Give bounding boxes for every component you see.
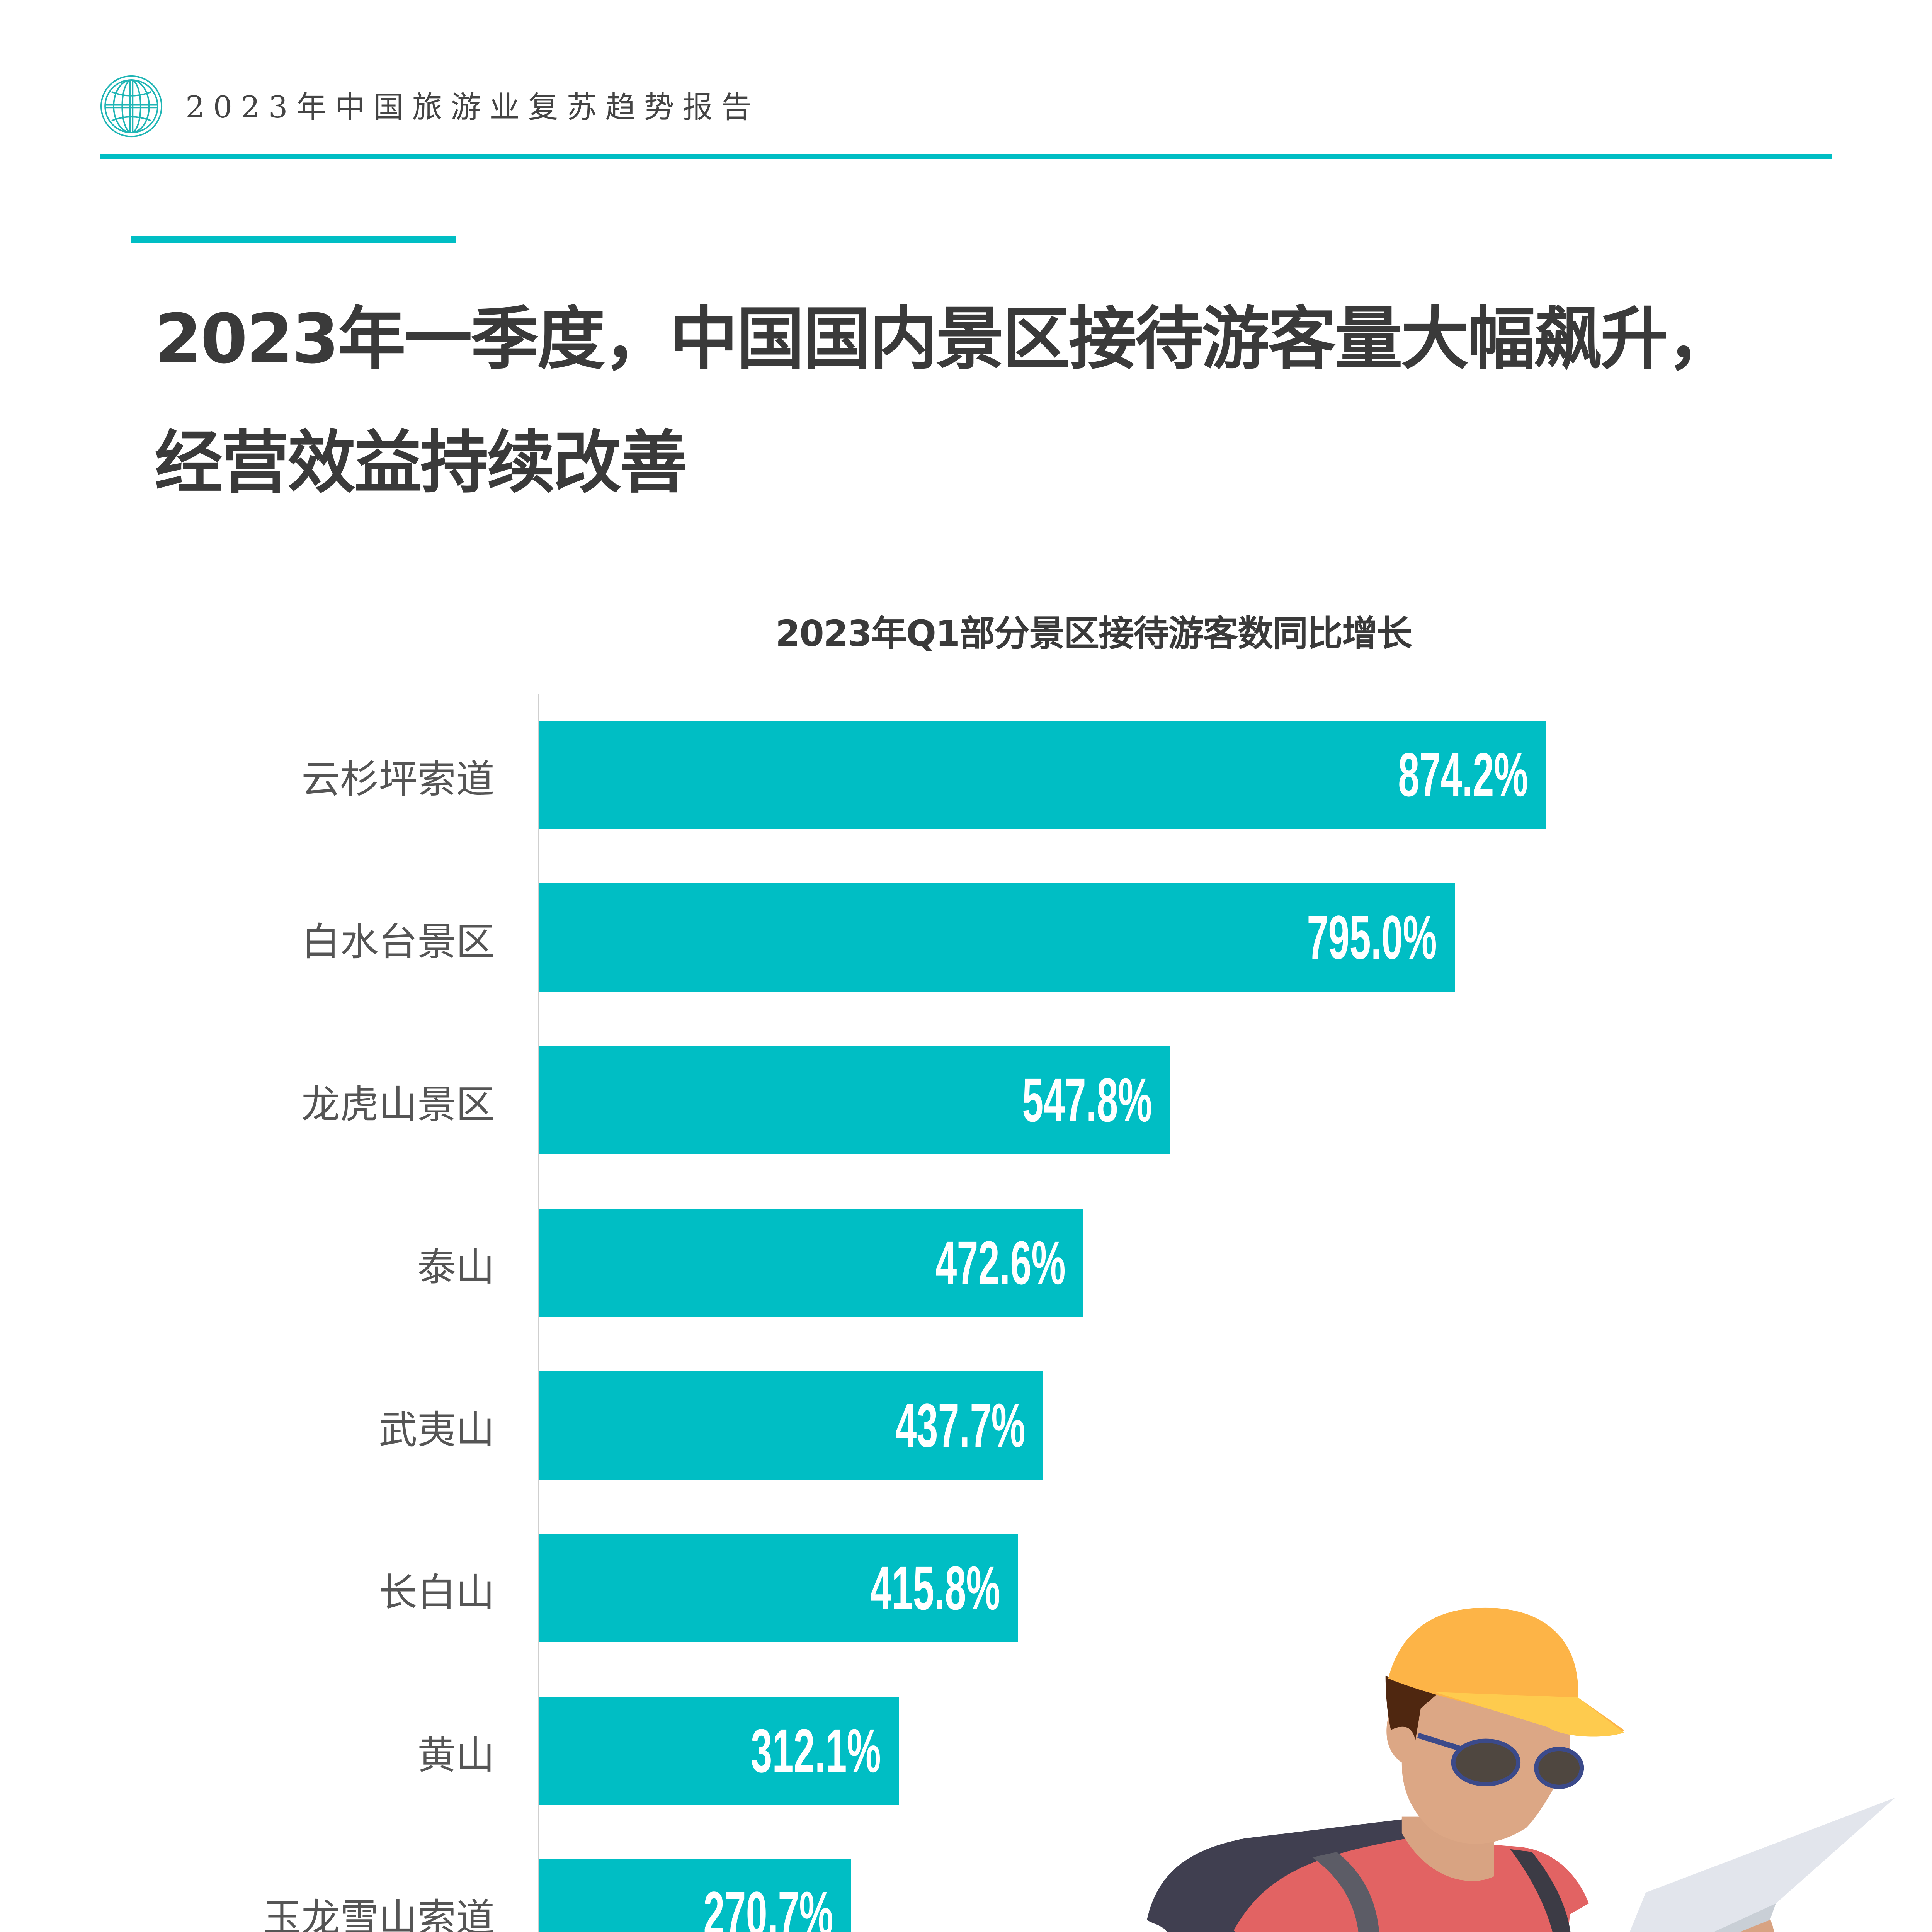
bar: 547.8% (539, 1046, 1170, 1154)
bar-category-label: 泰山 (417, 1246, 495, 1289)
bar: 270.7% (539, 1859, 851, 1932)
bar-category-label: 武夷山 (379, 1408, 495, 1452)
bar-value-label: 415.8% (870, 1553, 1000, 1622)
header-logo (99, 73, 164, 139)
globe-icon (100, 75, 163, 138)
bar-value-label: 874.2% (1398, 740, 1528, 809)
bar-value-label: 437.7% (895, 1391, 1026, 1460)
bar-value-label: 547.8% (1022, 1065, 1152, 1134)
bar-category-label: 白水台景区 (301, 920, 495, 964)
bar: 874.2% (539, 721, 1546, 829)
page-title-line1: 2023年一季度，中国国内景区接待游客量大幅飙升， (155, 299, 1735, 379)
header-divider (100, 154, 1832, 159)
bar-category-label: 玉龙雪山索道 (263, 1896, 495, 1932)
bar: 437.7% (539, 1371, 1043, 1480)
bar: 472.6% (539, 1209, 1083, 1317)
bar: 795.0% (539, 883, 1455, 992)
bar-value-label: 312.1% (751, 1716, 881, 1785)
bar-category-label: 黄山 (417, 1734, 495, 1777)
bar-value-label: 472.6% (935, 1228, 1066, 1297)
bar-value-label: 270.7% (703, 1879, 833, 1932)
page-title-line2: 经营效益持续改善 (155, 423, 688, 502)
bar: 415.8% (539, 1534, 1018, 1642)
tourist-illustration (1082, 1546, 1932, 1932)
bar-category-label: 长白山 (379, 1571, 495, 1614)
report-title: 2023年中国旅游业复苏趋势报告 (185, 90, 760, 125)
chart-title: 2023年Q1部分景区接待游客数同比增长 (775, 613, 1412, 654)
bar-category-label: 云杉坪索道 (301, 758, 495, 801)
chart-axis-line (538, 694, 539, 1932)
bar-value-label: 795.0% (1307, 903, 1437, 972)
bar-category-label: 龙虎山景区 (301, 1083, 495, 1126)
title-accent-bar (131, 236, 456, 243)
bar: 312.1% (539, 1697, 899, 1805)
